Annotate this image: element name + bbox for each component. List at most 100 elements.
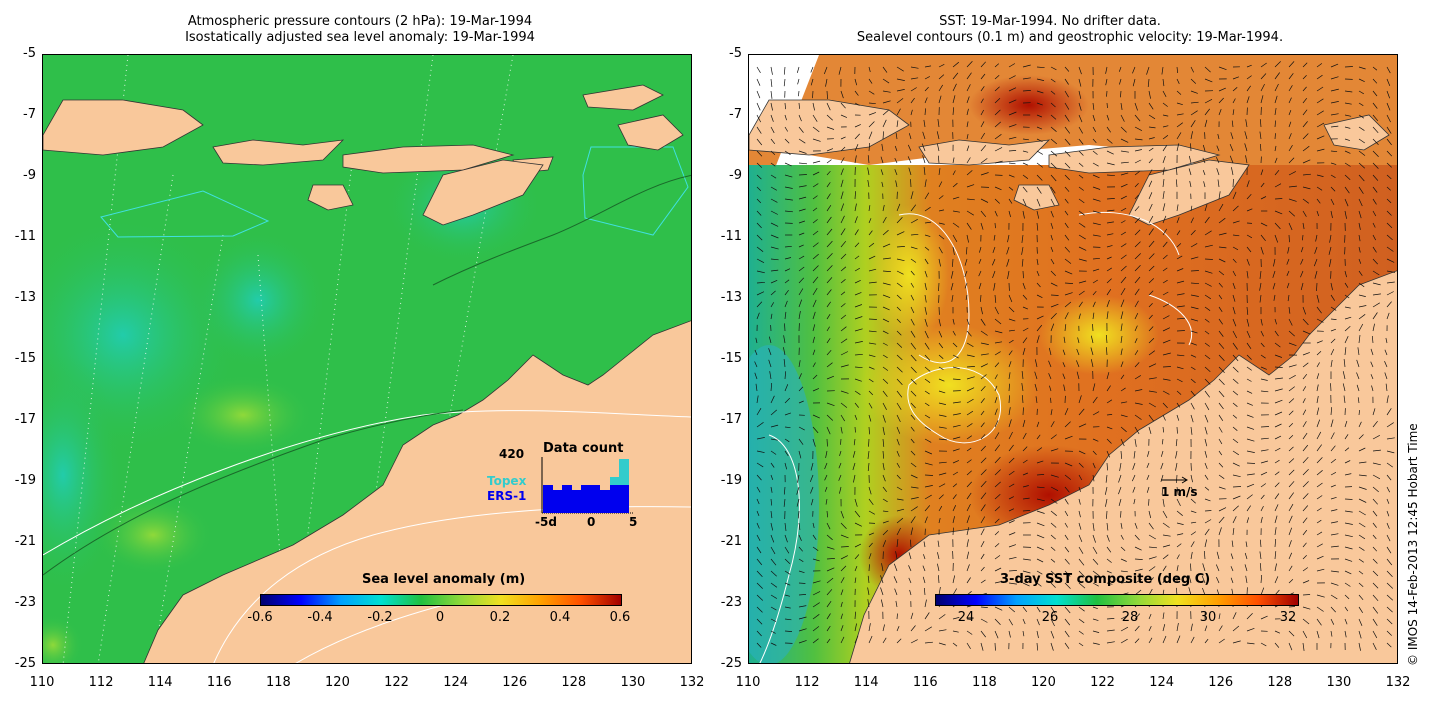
velocity-arrow (1176, 122, 1184, 128)
velocity-arrow (1035, 396, 1038, 404)
velocity-arrow (1078, 234, 1086, 240)
velocity-arrow (966, 630, 973, 635)
velocity-arrow (1022, 150, 1029, 153)
velocity-arrow (1148, 290, 1154, 296)
velocity-arrow (812, 546, 819, 551)
velocity-arrow (896, 78, 905, 81)
data-count-xtick-0: -5d (535, 515, 557, 529)
velocity-arrow (1176, 280, 1185, 284)
velocity-arrow (1287, 246, 1290, 254)
velocity-arrow (1036, 222, 1039, 231)
velocity-arrow (938, 587, 941, 596)
velocity-arrow (1330, 570, 1339, 573)
velocity-arrow (1008, 186, 1014, 191)
velocity-arrow (840, 522, 847, 529)
velocity-arrow (938, 95, 942, 104)
velocity-arrow (980, 398, 985, 404)
velocity-arrow (924, 306, 927, 315)
velocity-arrow (812, 219, 818, 224)
velocity-arrow (1160, 474, 1164, 483)
velocity-arrow (1358, 594, 1364, 601)
velocity-arrow (1231, 120, 1234, 128)
velocity-arrow (1358, 409, 1360, 416)
velocity-arrow (868, 553, 872, 560)
velocity-arrow (924, 270, 928, 278)
velocity-arrow (1316, 606, 1324, 612)
velocity-arrow (1386, 408, 1392, 416)
velocity-arrow (796, 498, 800, 507)
velocity-arrow (1204, 638, 1209, 644)
velocity-arrow (798, 640, 807, 644)
velocity-arrow (952, 354, 959, 359)
velocity-arrow (1288, 642, 1293, 651)
left-x-tick: 114 (147, 675, 173, 690)
velocity-arrow (784, 546, 790, 554)
velocity-arrow (1106, 414, 1113, 416)
velocity-arrow (840, 90, 844, 99)
velocity-arrow (1302, 121, 1308, 128)
velocity-arrow (1274, 354, 1283, 358)
velocity-arrow (1246, 494, 1253, 500)
velocity-arrow (1120, 220, 1126, 224)
velocity-arrow (1232, 318, 1237, 327)
velocity-arrow (1022, 306, 1029, 310)
velocity-arrow (896, 108, 901, 116)
velocity-arrow (1215, 156, 1220, 164)
velocity-arrow (1176, 132, 1182, 140)
velocity-arrow (924, 354, 931, 361)
velocity-arrow (1274, 95, 1278, 104)
velocity-arrow (980, 330, 988, 336)
velocity-arrow (1190, 498, 1196, 504)
velocity-arrow (994, 330, 1003, 334)
velocity-arrow (966, 423, 973, 428)
velocity-arrow (1246, 613, 1253, 620)
velocity-arrow (840, 613, 843, 620)
velocity-arrow (770, 522, 774, 531)
velocity-arrow (1246, 180, 1250, 188)
velocity-arrow (770, 438, 778, 441)
velocity-arrow (1064, 582, 1071, 589)
velocity-arrow (1204, 510, 1212, 512)
velocity-arrow (1246, 402, 1253, 406)
velocity-arrow (1120, 299, 1125, 308)
velocity-arrow (1204, 539, 1208, 548)
velocity-arrow (923, 167, 926, 176)
velocity-arrow (1076, 371, 1080, 380)
velocity-arrow (1232, 378, 1239, 384)
right-title-line1: SST: 19-Mar-1994. No drifter data. (939, 14, 1161, 29)
velocity-arrow (1259, 270, 1262, 279)
velocity-arrow (1050, 474, 1059, 478)
velocity-arrow (798, 208, 806, 212)
velocity-arrow (1120, 534, 1124, 540)
velocity-arrow (826, 522, 831, 530)
velocity-arrow (1259, 294, 1262, 303)
left-y-tick: -21 (14, 534, 36, 549)
velocity-arrow (1372, 570, 1379, 577)
velocity-arrow (924, 378, 931, 383)
velocity-arrow (882, 216, 887, 224)
velocity-arrow (840, 534, 849, 539)
velocity-arrow (1344, 210, 1347, 219)
velocity-arrow (768, 336, 772, 344)
velocity-arrow (1050, 409, 1053, 416)
velocity-arrow (1386, 174, 1392, 180)
velocity-arrow (1176, 66, 1179, 74)
velocity-arrow (854, 426, 856, 433)
velocity-arrow (1204, 244, 1213, 248)
velocity-arrow (1204, 625, 1208, 632)
velocity-arrow (839, 486, 842, 494)
velocity-arrow (1384, 372, 1388, 380)
velocity-arrow (784, 630, 793, 632)
velocity-arrow (1372, 449, 1381, 452)
velocity-arrow (952, 258, 954, 267)
velocity-arrow (1176, 522, 1184, 525)
velocity-arrow (980, 294, 982, 302)
velocity-arrow (1216, 576, 1220, 584)
velocity-arrow (1190, 330, 1198, 334)
velocity-arrow (1274, 198, 1283, 200)
velocity-arrow (936, 131, 940, 140)
velocity-arrow (770, 102, 773, 111)
velocity-arrow (937, 540, 940, 548)
velocity-arrow (1022, 327, 1029, 332)
velocity-arrow (896, 426, 901, 434)
